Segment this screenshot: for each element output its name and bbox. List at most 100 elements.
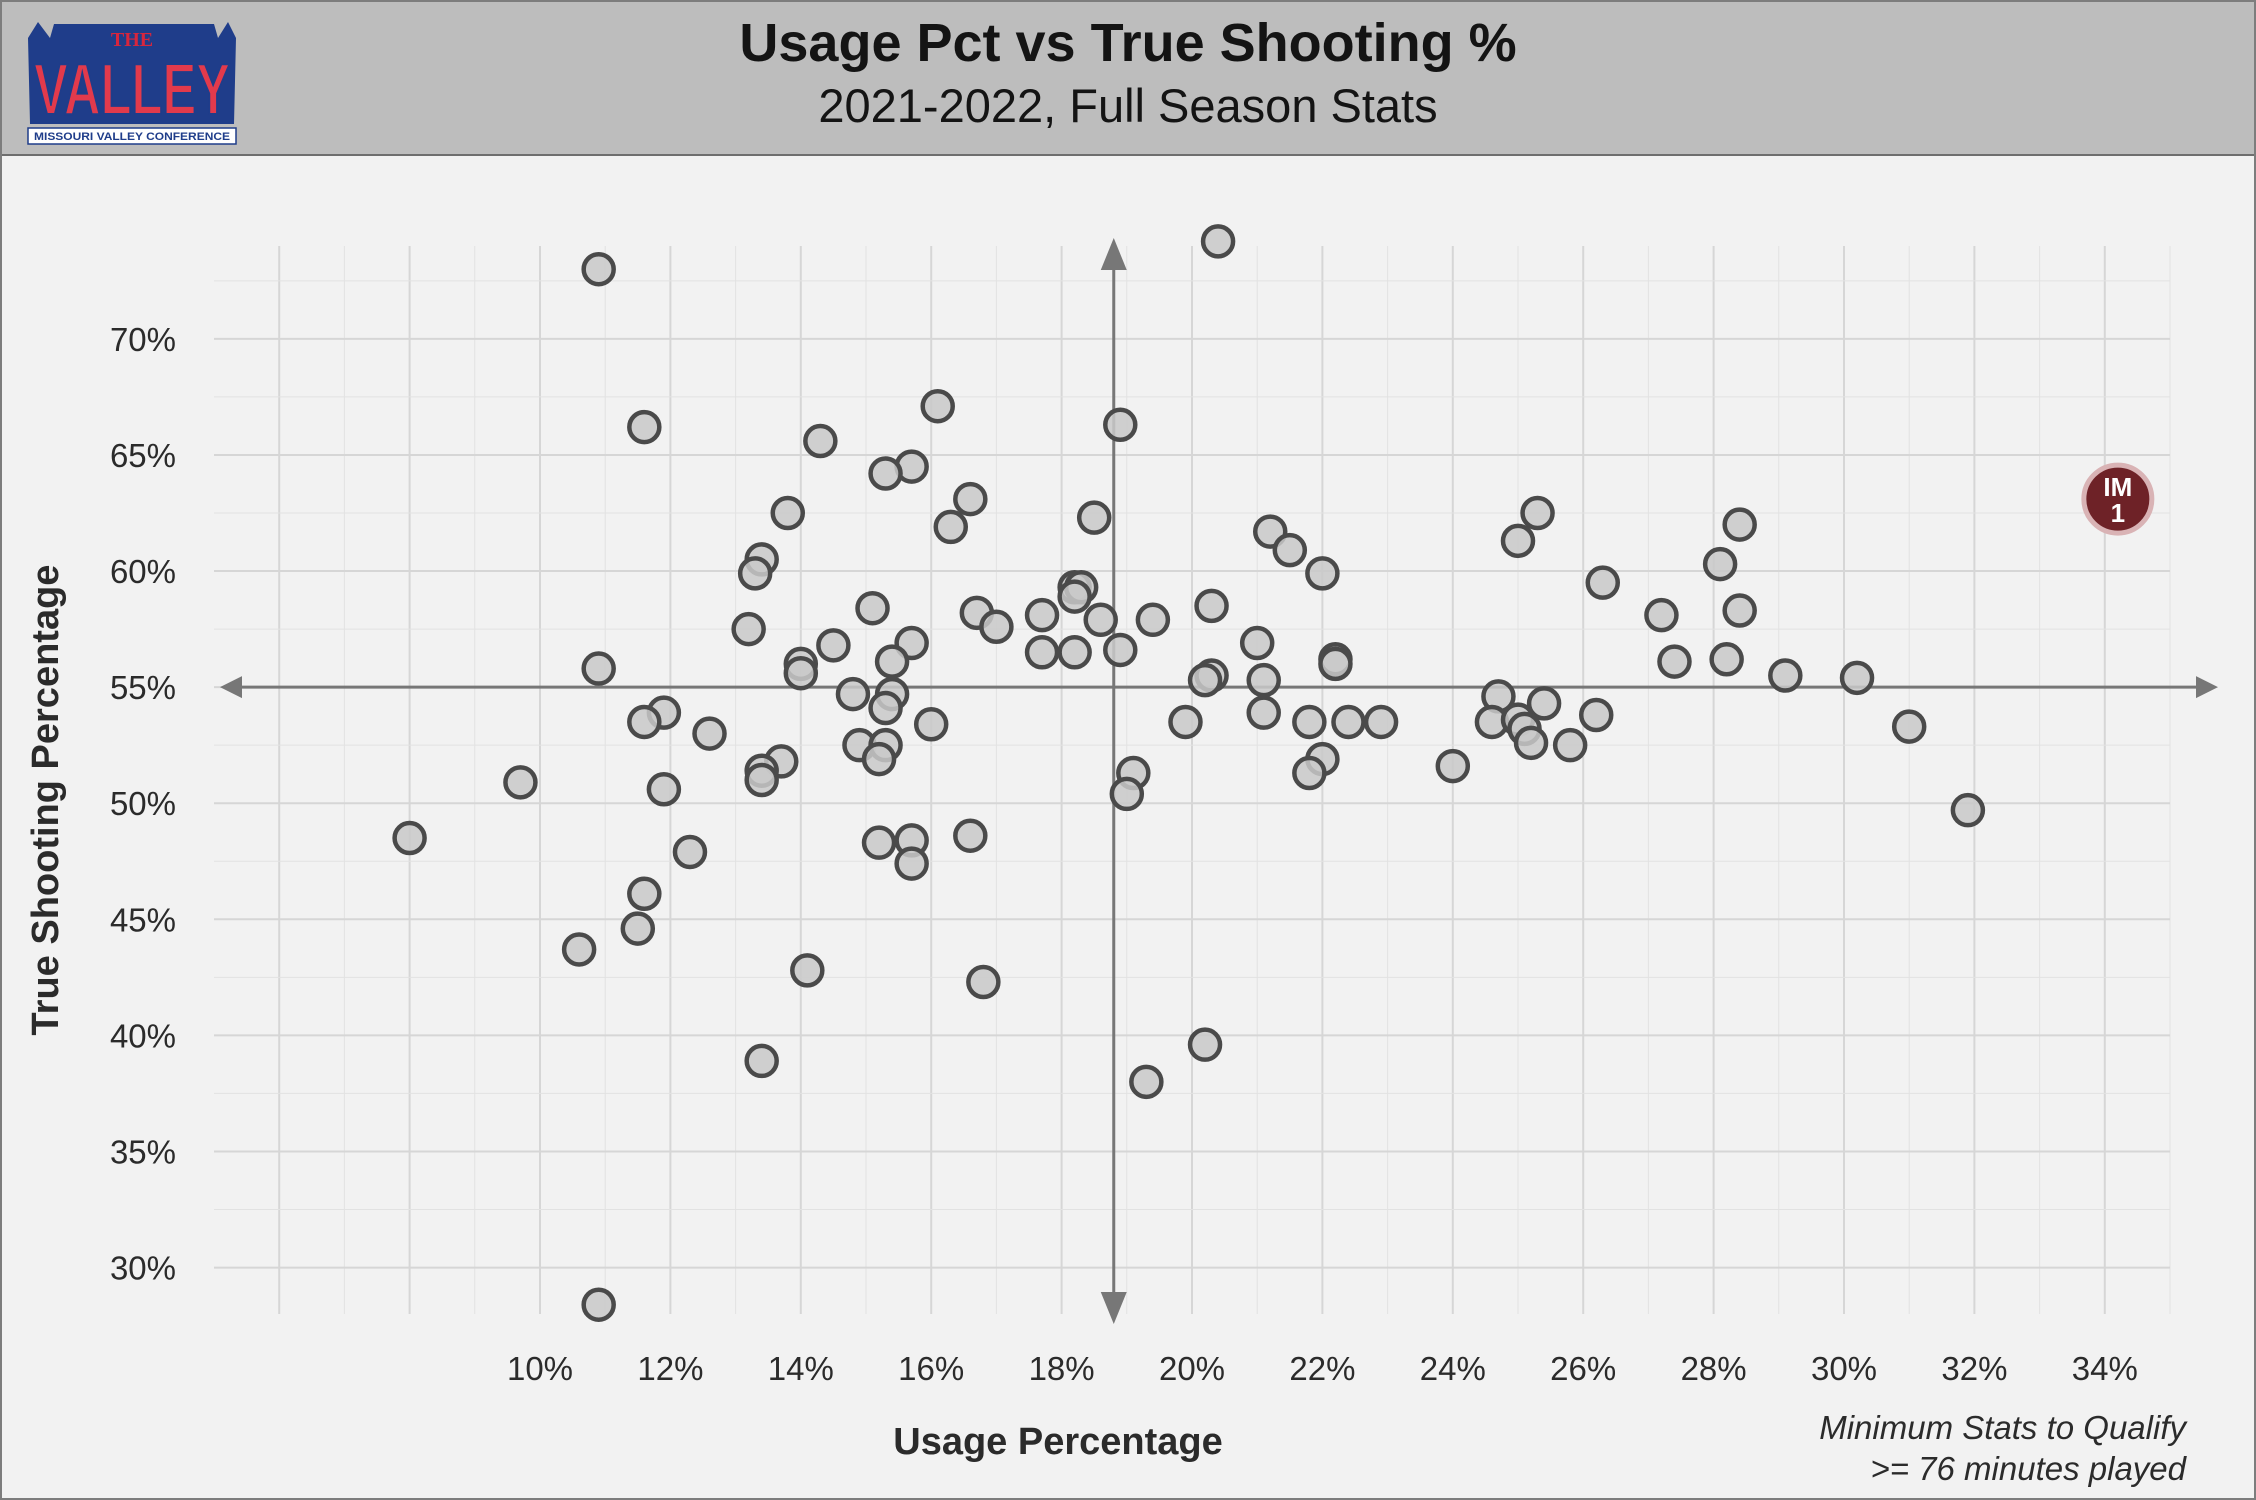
x-axis-title: Usage Percentage bbox=[893, 1421, 1223, 1463]
data-point bbox=[979, 609, 1014, 645]
x-tick-label: 16% bbox=[898, 1350, 964, 1387]
data-point bbox=[1135, 602, 1171, 638]
data-point bbox=[627, 876, 662, 912]
highlight-label-initials: IM bbox=[2103, 472, 2132, 502]
footnote-line1: Minimum Stats to Qualify bbox=[1819, 1409, 2186, 1446]
data-point bbox=[868, 456, 903, 491]
data-point bbox=[627, 704, 662, 740]
data-point bbox=[868, 690, 903, 726]
data-point bbox=[803, 423, 838, 459]
data-point bbox=[966, 964, 1001, 1000]
data-point bbox=[1024, 635, 1060, 670]
data-point bbox=[1103, 632, 1138, 668]
conference-logo: THE VALLEY MISSOURI VALLEY CONFERENCE bbox=[24, 16, 240, 146]
data-point bbox=[731, 611, 766, 647]
data-point bbox=[1187, 662, 1223, 698]
svg-text:VALLEY: VALLEY bbox=[34, 50, 230, 130]
data-point bbox=[874, 644, 910, 679]
data-point bbox=[953, 481, 988, 517]
data-point bbox=[392, 820, 427, 856]
data-point bbox=[1950, 792, 1986, 828]
y-axis-title: True Shooting Percentage bbox=[25, 565, 67, 1036]
data-point bbox=[620, 911, 656, 946]
data-point bbox=[1129, 1064, 1164, 1100]
data-point bbox=[1109, 776, 1145, 812]
x-tick-label: 24% bbox=[1420, 1350, 1486, 1387]
data-point bbox=[953, 818, 988, 853]
data-point bbox=[581, 651, 616, 686]
data-point bbox=[744, 1043, 779, 1079]
data-point bbox=[1292, 704, 1327, 740]
footnote-line2: >= 76 minutes played bbox=[1870, 1450, 2186, 1487]
y-tick-label: 45% bbox=[110, 901, 176, 938]
data-point bbox=[1839, 660, 1875, 696]
arrow-right-icon bbox=[2196, 676, 2218, 699]
data-point bbox=[1552, 727, 1588, 763]
data-point bbox=[1435, 748, 1471, 784]
data-point bbox=[1520, 495, 1555, 531]
data-point bbox=[1722, 593, 1757, 628]
data-point bbox=[1239, 625, 1275, 661]
chart-subtitle: 2021-2022, Full Season Stats bbox=[818, 79, 1438, 132]
svg-text:MISSOURI VALLEY CONFERENCE: MISSOURI VALLEY CONFERENCE bbox=[34, 131, 230, 143]
data-point bbox=[1578, 697, 1614, 733]
data-point bbox=[503, 765, 538, 800]
data-point bbox=[1024, 597, 1060, 633]
arrow-down-icon bbox=[1100, 1292, 1127, 1324]
data-point bbox=[1891, 709, 1927, 744]
data-point bbox=[1526, 686, 1562, 721]
x-tick-label: 30% bbox=[1811, 1350, 1877, 1387]
data-point bbox=[1200, 224, 1236, 259]
data-point bbox=[1305, 556, 1340, 591]
y-tick-label: 70% bbox=[110, 321, 176, 358]
data-point bbox=[1083, 602, 1118, 638]
x-tick-label: 34% bbox=[2072, 1350, 2138, 1387]
x-tick-label: 12% bbox=[637, 1350, 703, 1387]
data-point bbox=[861, 741, 897, 777]
x-tick-label: 32% bbox=[1941, 1350, 2007, 1387]
data-point bbox=[913, 707, 949, 742]
data-point bbox=[1331, 704, 1366, 740]
data-point bbox=[1272, 532, 1308, 568]
data-point bbox=[737, 556, 773, 591]
data-point bbox=[1768, 658, 1803, 693]
data-point bbox=[1363, 704, 1399, 740]
arrow-left-icon bbox=[220, 676, 242, 699]
data-point bbox=[1057, 579, 1092, 614]
data-point bbox=[920, 388, 955, 424]
data-point bbox=[816, 628, 851, 663]
highlight-label-number: 1 bbox=[2111, 498, 2125, 528]
data-point bbox=[561, 932, 597, 967]
svg-text:THE: THE bbox=[111, 29, 153, 51]
data-point bbox=[1513, 725, 1549, 761]
data-point bbox=[1709, 642, 1744, 677]
data-point bbox=[1292, 755, 1327, 791]
data-point bbox=[627, 409, 662, 445]
data-point bbox=[1076, 500, 1112, 535]
data-point bbox=[861, 825, 897, 860]
data-point bbox=[581, 1287, 616, 1322]
x-tick-label: 20% bbox=[1159, 1350, 1225, 1387]
x-tick-label: 18% bbox=[1029, 1350, 1095, 1387]
data-point bbox=[1318, 646, 1353, 682]
y-tick-label: 30% bbox=[110, 1250, 176, 1287]
data-point bbox=[1246, 695, 1281, 730]
data-point bbox=[770, 495, 806, 531]
highlight-point bbox=[2081, 462, 2155, 536]
data-point bbox=[855, 590, 890, 626]
y-tick-label: 35% bbox=[110, 1133, 176, 1170]
data-point bbox=[1103, 407, 1138, 443]
y-tick-label: 65% bbox=[110, 437, 176, 474]
data-point bbox=[672, 834, 708, 870]
chart-header: THE VALLEY MISSOURI VALLEY CONFERENCE Us… bbox=[2, 2, 2254, 156]
data-point bbox=[1057, 635, 1092, 670]
y-tick-label: 55% bbox=[110, 669, 176, 706]
data-point bbox=[1702, 546, 1738, 582]
data-point bbox=[783, 655, 819, 691]
data-point bbox=[1246, 662, 1281, 698]
data-point bbox=[744, 762, 779, 798]
chart-title: Usage Pct vs True Shooting % bbox=[739, 13, 1517, 73]
data-point bbox=[835, 676, 871, 712]
data-point bbox=[581, 251, 616, 287]
arrow-up-icon bbox=[1100, 238, 1127, 270]
